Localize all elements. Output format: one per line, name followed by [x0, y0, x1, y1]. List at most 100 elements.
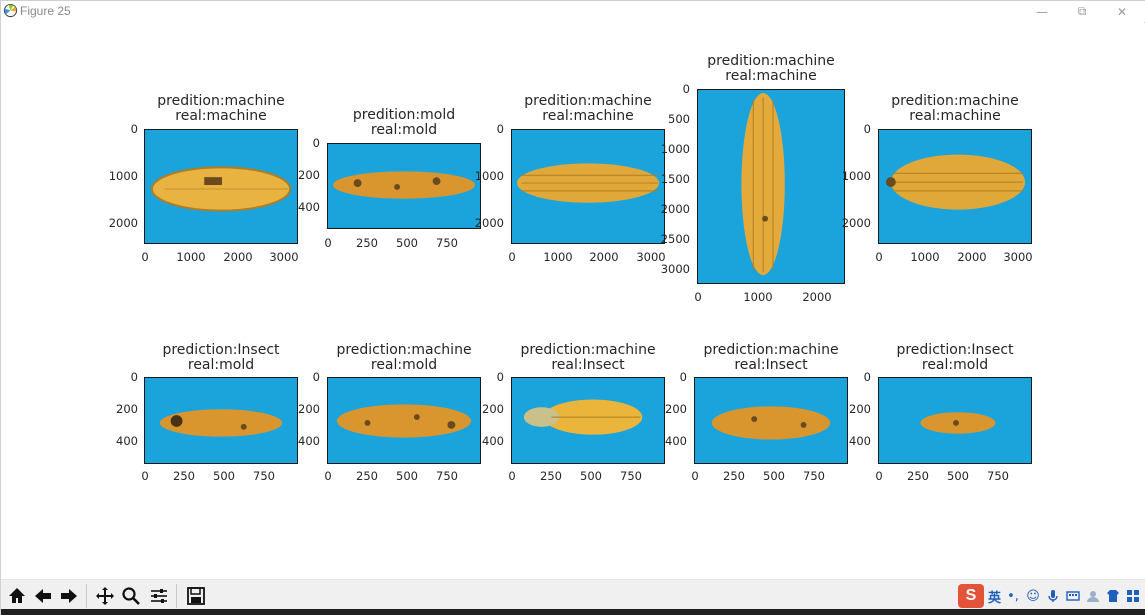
- corn-ear-drawing: [332, 171, 476, 199]
- y-tick-label: 1000: [660, 142, 690, 156]
- minimize-button[interactable]: —: [1036, 4, 1048, 19]
- home-button[interactable]: [5, 584, 29, 608]
- pan-icon: [96, 587, 114, 605]
- x-tick-label: 0: [508, 250, 516, 264]
- y-tick-label: 2000: [108, 216, 138, 230]
- keyboard-icon[interactable]: [1065, 588, 1081, 604]
- x-tick-label: 1000: [543, 250, 573, 264]
- corn-image: [327, 143, 481, 229]
- toolbar-separator: [86, 584, 87, 608]
- subplots-config-icon: [151, 589, 167, 603]
- x-tick-label: 250: [173, 469, 195, 483]
- corn-ear-drawing: [336, 404, 472, 438]
- configure-subplots-button[interactable]: [147, 584, 171, 608]
- x-tick-label: 2000: [223, 250, 253, 264]
- y-tick-label: 200: [116, 402, 138, 416]
- y-tick-label: 2000: [474, 216, 504, 230]
- y-tick-label: 400: [482, 434, 504, 448]
- toolbox-icon[interactable]: [1125, 588, 1141, 604]
- subplot-title-line2: real:mold: [187, 357, 255, 373]
- y-tick-label: 500: [668, 112, 690, 126]
- subplot-title-line2: real:mold: [370, 122, 438, 138]
- y-tick-label: 400: [298, 434, 320, 448]
- x-tick-label: 0: [141, 469, 149, 483]
- x-tick-label: 0: [875, 250, 883, 264]
- x-tick-label: 500: [396, 236, 418, 250]
- subplot-title-line1: prediction:machine: [703, 342, 839, 358]
- y-tick-label: 0: [496, 122, 504, 136]
- x-tick-label: 500: [213, 469, 235, 483]
- subplot-title-line1: prediction:machine: [520, 342, 656, 358]
- corn-ear-drawing: [159, 409, 283, 437]
- x-tick-label: 500: [396, 469, 418, 483]
- zoom-button[interactable]: [119, 584, 143, 608]
- subplot-title-line2: real:Insect: [734, 357, 808, 373]
- x-tick-label: 3000: [269, 250, 299, 264]
- x-tick-label: 0: [691, 469, 699, 483]
- punctuation-icon[interactable]: •,: [1007, 588, 1019, 604]
- x-tick-label: 750: [987, 469, 1009, 483]
- x-tick-label: 750: [436, 469, 458, 483]
- y-tick-label: 0: [679, 370, 687, 384]
- corn-image: [694, 377, 848, 464]
- corn-image: [697, 89, 845, 284]
- corn-ear-drawing: [523, 399, 643, 435]
- window-title: Figure 25: [20, 4, 71, 18]
- ime-language-toggle[interactable]: 英: [988, 590, 1002, 606]
- x-tick-label: 0: [324, 469, 332, 483]
- corn-ear-drawing: [516, 163, 660, 203]
- x-tick-label: 250: [540, 469, 562, 483]
- ime-tray: S 英 •, ☺: [958, 584, 1141, 608]
- subplot-title-line2: real:Insect: [551, 357, 625, 373]
- maximize-button[interactable]: ⧉: [1077, 4, 1087, 18]
- forward-arrow-icon: [61, 589, 77, 603]
- y-tick-label: 0: [312, 370, 320, 384]
- y-tick-label: 1500: [660, 172, 690, 186]
- y-tick-label: 1000: [841, 169, 871, 183]
- skin-icon[interactable]: [1105, 588, 1121, 604]
- x-tick-label: 0: [141, 250, 149, 264]
- y-tick-label: 3000: [660, 262, 690, 276]
- user-icon[interactable]: [1085, 588, 1101, 604]
- corn-image: [878, 377, 1032, 464]
- subplot-title-line1: prediction:Insect: [162, 342, 280, 358]
- x-tick-label: 750: [620, 469, 642, 483]
- close-button[interactable]: ✕: [1116, 4, 1128, 19]
- sogou-ime-icon[interactable]: S: [958, 584, 984, 608]
- corn-ear-drawing: [711, 406, 831, 440]
- pan-button[interactable]: [93, 584, 117, 608]
- y-tick-label: 1000: [474, 169, 504, 183]
- y-tick-label: 200: [298, 168, 320, 182]
- x-tick-label: 1000: [176, 250, 206, 264]
- taskbar-strip: [1, 609, 1145, 615]
- microphone-icon[interactable]: [1045, 588, 1061, 604]
- y-tick-label: 2000: [660, 202, 690, 216]
- subplot-title-line2: real:machine: [725, 68, 817, 84]
- subplot-title-line1: predition:machine: [891, 93, 1019, 109]
- y-tick-label: 0: [496, 370, 504, 384]
- corn-ear-drawing: [920, 412, 996, 434]
- x-tick-label: 2000: [802, 290, 832, 304]
- x-tick-label: 250: [356, 236, 378, 250]
- emoji-icon[interactable]: ☺: [1026, 588, 1040, 604]
- y-tick-label: 400: [116, 434, 138, 448]
- home-icon: [9, 588, 25, 603]
- navigation-toolbar: [1, 579, 1145, 609]
- zoom-icon: [122, 587, 140, 605]
- y-tick-label: 1000: [108, 169, 138, 183]
- save-button[interactable]: [184, 584, 208, 608]
- y-tick-label: 2500: [660, 232, 690, 246]
- matplotlib-icon: [3, 3, 18, 18]
- back-arrow-icon: [35, 589, 51, 603]
- x-tick-label: 750: [436, 236, 458, 250]
- x-tick-label: 1000: [910, 250, 940, 264]
- back-button[interactable]: [31, 584, 55, 608]
- corn-ear-drawing: [150, 166, 292, 212]
- subplot-title-line2: real:mold: [921, 357, 989, 373]
- x-tick-label: 750: [253, 469, 275, 483]
- toolbar-separator: [176, 584, 177, 608]
- forward-button[interactable]: [57, 584, 81, 608]
- x-tick-label: 0: [508, 469, 516, 483]
- y-tick-label: 200: [482, 402, 504, 416]
